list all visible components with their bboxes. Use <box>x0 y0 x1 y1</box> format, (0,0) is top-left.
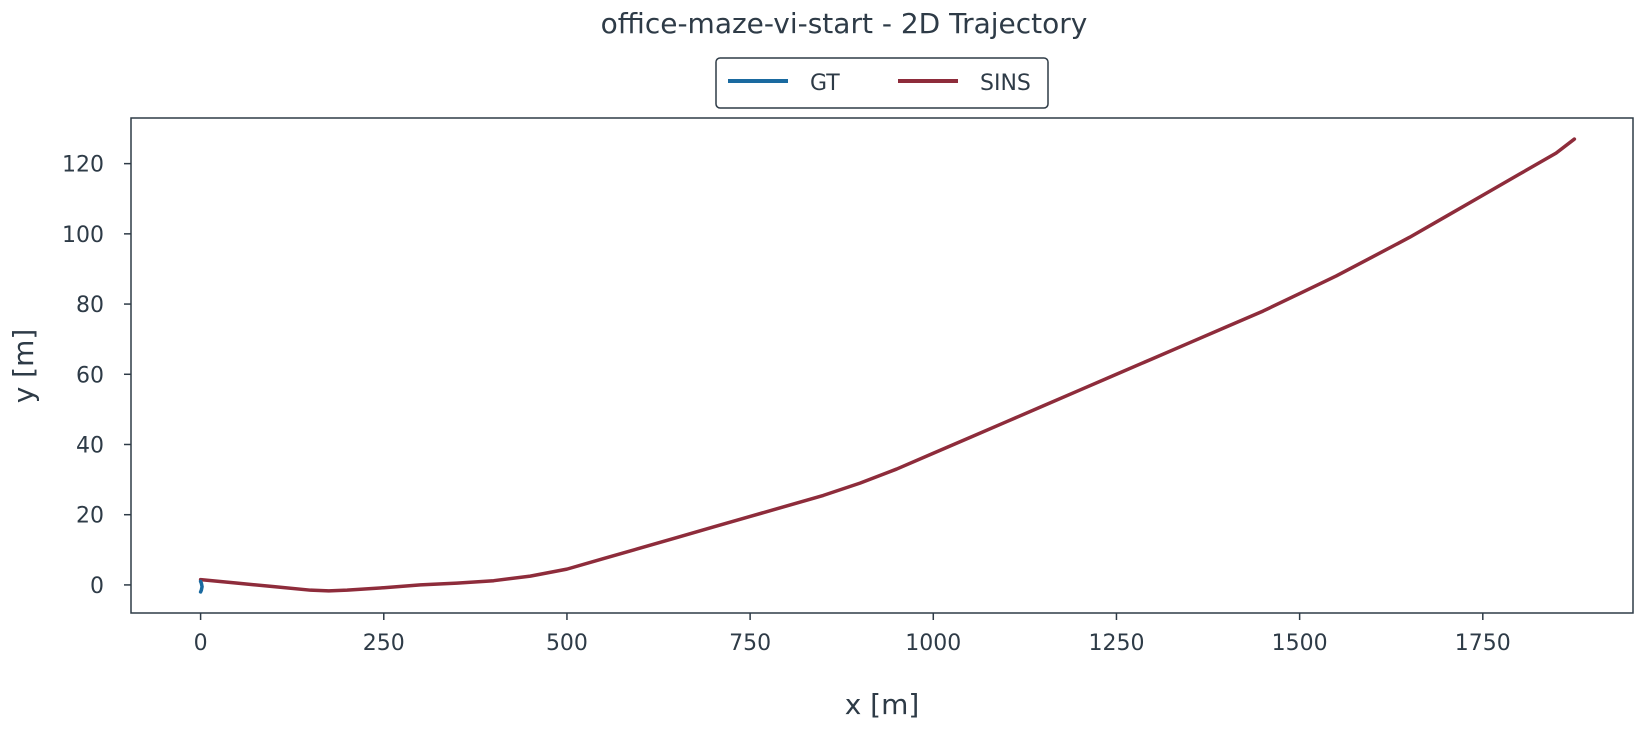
y-tick-label: 100 <box>62 223 104 248</box>
y-tick-label: 40 <box>76 433 104 458</box>
x-axis-ticks: 0 250 500 750 1000 1250 1500 1750 <box>194 613 1511 656</box>
x-tick-label: 250 <box>363 631 405 656</box>
x-tick-label: 750 <box>729 631 771 656</box>
x-tick-label: 0 <box>194 631 208 656</box>
x-tick-label: 500 <box>546 631 588 656</box>
legend: GT SINS <box>715 57 1049 109</box>
x-tick-label: 1250 <box>1088 631 1144 656</box>
series-layer <box>198 137 1577 594</box>
series-line-gt <box>198 579 204 594</box>
x-tick-label: 1000 <box>905 631 961 656</box>
y-tick-label: 80 <box>76 293 104 318</box>
x-tick-label: 1750 <box>1455 631 1511 656</box>
plot-area: 0 250 500 750 1000 1250 1500 1750 0 20 40 60 80 100 1… <box>62 117 1634 656</box>
series-line-sins <box>198 137 1577 593</box>
y-axis-ticks: 0 20 40 60 80 100 120 <box>62 153 131 599</box>
legend-box <box>715 57 1049 109</box>
x-axis-label: x [m] <box>845 688 920 721</box>
y-tick-label: 120 <box>62 153 104 178</box>
y-tick-label: 20 <box>76 504 104 529</box>
y-tick-label: 0 <box>90 574 104 599</box>
chart-title: office-maze-vi-start - 2D Trajectory <box>601 7 1088 40</box>
legend-label-sins: SINS <box>980 71 1031 96</box>
x-tick-label: 1500 <box>1272 631 1328 656</box>
y-axis-label: y [m] <box>7 329 40 404</box>
legend-label-gt: GT <box>810 71 840 96</box>
plot-frame <box>130 117 1634 614</box>
y-tick-label: 60 <box>76 363 104 388</box>
